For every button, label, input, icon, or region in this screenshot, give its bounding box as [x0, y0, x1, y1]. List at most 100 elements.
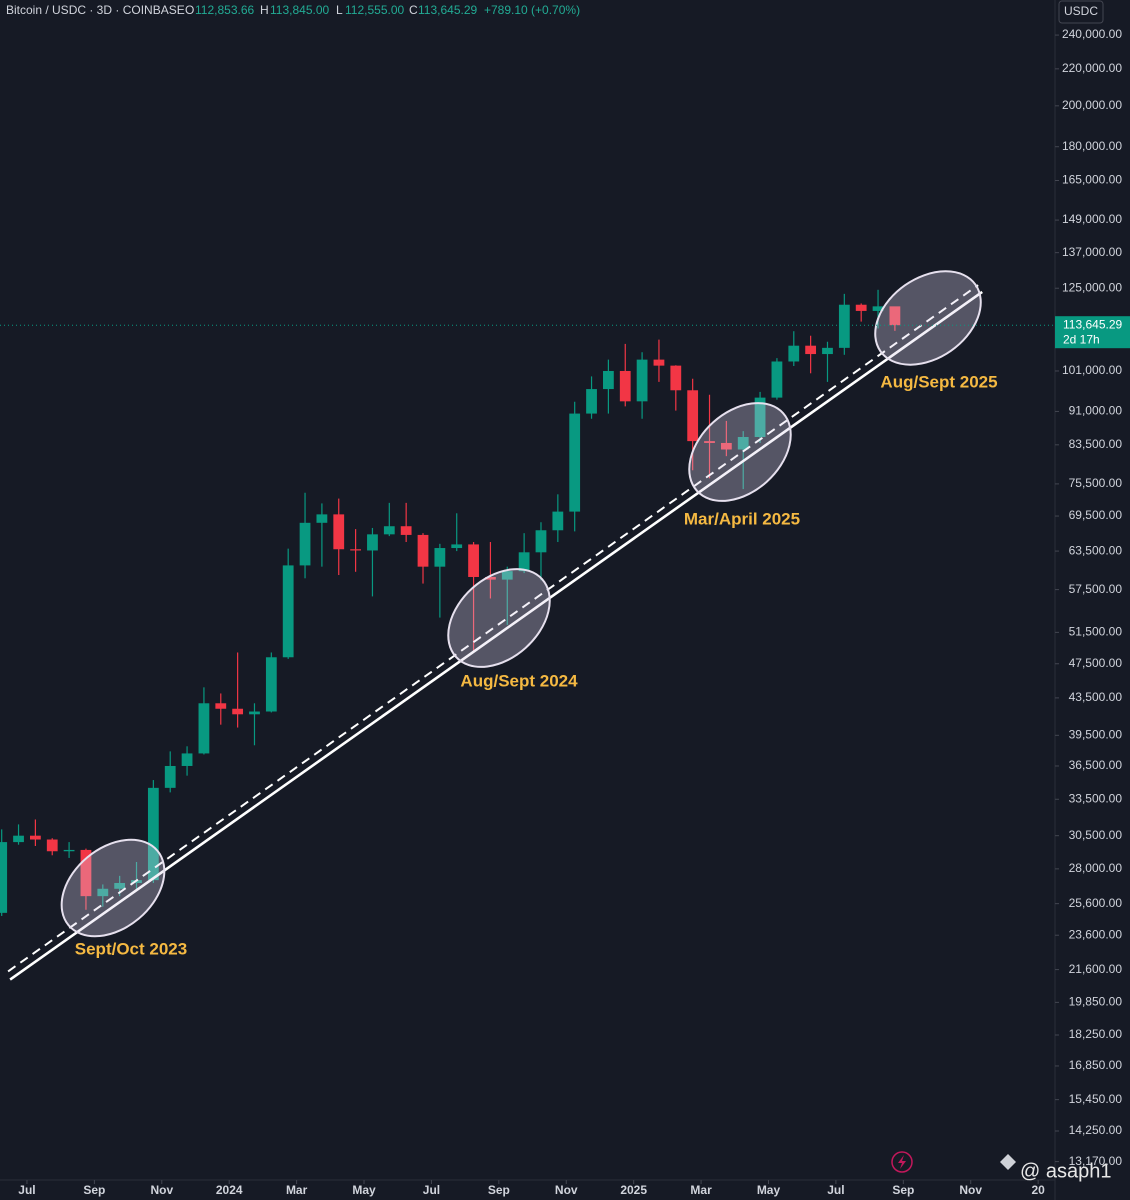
candle-body — [788, 345, 800, 362]
candle-body — [518, 552, 530, 572]
candle-body — [485, 576, 496, 580]
candle-body — [198, 703, 210, 754]
y-tick-label: 19,850.00 — [1069, 995, 1123, 1009]
currency-box[interactable] — [1058, 0, 1104, 24]
candle-body — [872, 306, 884, 311]
h-label: H — [260, 3, 269, 17]
highlight-ellipse — [688, 402, 792, 502]
price-tag-label: 113,645.29 — [1063, 317, 1122, 331]
candle-body — [468, 544, 479, 577]
candle-body — [0, 842, 8, 913]
x-tick-label: Mar — [286, 1183, 308, 1197]
y-tick-label: 16,850.00 — [1069, 1058, 1123, 1072]
y-tick-label: 25,600.00 — [1069, 896, 1123, 910]
candle-body — [316, 514, 328, 523]
header: Bitcoin / USDC · 3D · COINBASE O 112,853… — [6, 3, 580, 17]
candle-body — [434, 548, 446, 567]
close: 113,645.29 — [418, 3, 477, 17]
candle-body — [889, 306, 901, 326]
candle-body — [653, 359, 665, 366]
candle-body — [535, 530, 547, 553]
x-tick-label: Nov — [150, 1183, 173, 1197]
y-tick-label: 220,000.00 — [1062, 61, 1122, 75]
y-tick-label: 51,500.00 — [1069, 625, 1123, 639]
y-tick-label: 13,170.00 — [1069, 1154, 1123, 1168]
candle-body — [737, 436, 749, 450]
y-tick-label: 28,000.00 — [1069, 861, 1123, 875]
candle-body — [63, 849, 75, 852]
watermark: @ asaph1 — [1020, 1160, 1111, 1182]
candle-body — [636, 359, 648, 402]
candle-body — [400, 526, 412, 535]
candle-body — [805, 345, 817, 355]
candle-body — [687, 390, 699, 442]
candle-body — [299, 522, 311, 566]
l-label: L — [336, 3, 343, 17]
y-tick-label: 18,250.00 — [1069, 1027, 1123, 1041]
y-tick-label: 101,000.00 — [1062, 363, 1122, 377]
candle-body — [265, 657, 277, 712]
candle-body — [771, 361, 783, 398]
alert-icon[interactable] — [891, 1151, 913, 1173]
candle-body — [97, 888, 109, 897]
candle-body — [114, 882, 126, 889]
currency[interactable]: USDC — [1064, 4, 1098, 18]
candle-body — [80, 849, 92, 897]
candle-body — [181, 753, 193, 766]
y-tick-label: 14,250.00 — [1069, 1123, 1123, 1137]
candle-body — [838, 304, 850, 348]
candle-body — [350, 549, 361, 551]
x-tick-label: Mar — [690, 1183, 712, 1197]
highlight-ellipse — [447, 568, 551, 668]
candle-body — [855, 304, 867, 311]
watermark-icon — [1000, 1154, 1016, 1170]
x-tick-label: 2024 — [216, 1183, 243, 1197]
candle-body — [13, 835, 24, 843]
alert-bolt — [898, 1155, 906, 1169]
y-tick-label: 15,450.00 — [1069, 1092, 1123, 1106]
y-tick-label: 36,500.00 — [1069, 758, 1123, 772]
candle-body — [164, 765, 176, 788]
price-tag — [1055, 316, 1130, 349]
candle-body — [822, 347, 833, 355]
countdown: 2d 17h — [1063, 332, 1100, 346]
x-tick-label: Jul — [18, 1183, 35, 1197]
highlight-ellipse — [874, 270, 982, 366]
symbol: Bitcoin / USDC · 3D · COINBASE — [6, 3, 185, 17]
x-tick-label: Sep — [892, 1183, 914, 1197]
candle-body — [451, 544, 463, 549]
c-label: C — [409, 3, 418, 17]
candle-body — [215, 703, 227, 709]
o-label: O — [185, 3, 194, 17]
open: 112,853.66 — [195, 3, 254, 17]
low: 112,555.00 — [345, 3, 404, 17]
candle-body — [603, 370, 614, 390]
highlight-ellipse — [60, 838, 166, 938]
candle-body — [29, 835, 41, 840]
x-tick-label: Jul — [827, 1183, 844, 1197]
candle-body — [552, 511, 564, 531]
trendline — [9, 290, 983, 981]
y-tick-label: 43,500.00 — [1069, 690, 1123, 704]
y-tick-label: 180,000.00 — [1062, 139, 1122, 153]
y-tick-label: 69,500.00 — [1069, 508, 1123, 522]
x-tick-label: Nov — [959, 1183, 982, 1197]
x-tick-label: Sep — [83, 1183, 105, 1197]
candle-body — [619, 370, 631, 402]
candle-body — [586, 389, 597, 414]
candle-body — [249, 711, 260, 715]
candle-body — [720, 442, 732, 450]
change: +789.10 (+0.70%) — [484, 3, 580, 17]
y-tick-label: 137,000.00 — [1062, 245, 1122, 259]
y-tick-label: 33,500.00 — [1069, 791, 1123, 805]
y-tick-label: 149,000.00 — [1062, 212, 1122, 226]
x-tick-label: 20 — [1031, 1183, 1045, 1197]
candle-body — [46, 839, 58, 852]
y-tick-label: 23,600.00 — [1069, 927, 1123, 941]
y-tick-label: 47,500.00 — [1069, 656, 1123, 670]
y-tick-label: 91,000.00 — [1069, 404, 1123, 418]
x-tick-label: Jul — [423, 1183, 440, 1197]
x-tick-label: Sep — [488, 1183, 510, 1197]
